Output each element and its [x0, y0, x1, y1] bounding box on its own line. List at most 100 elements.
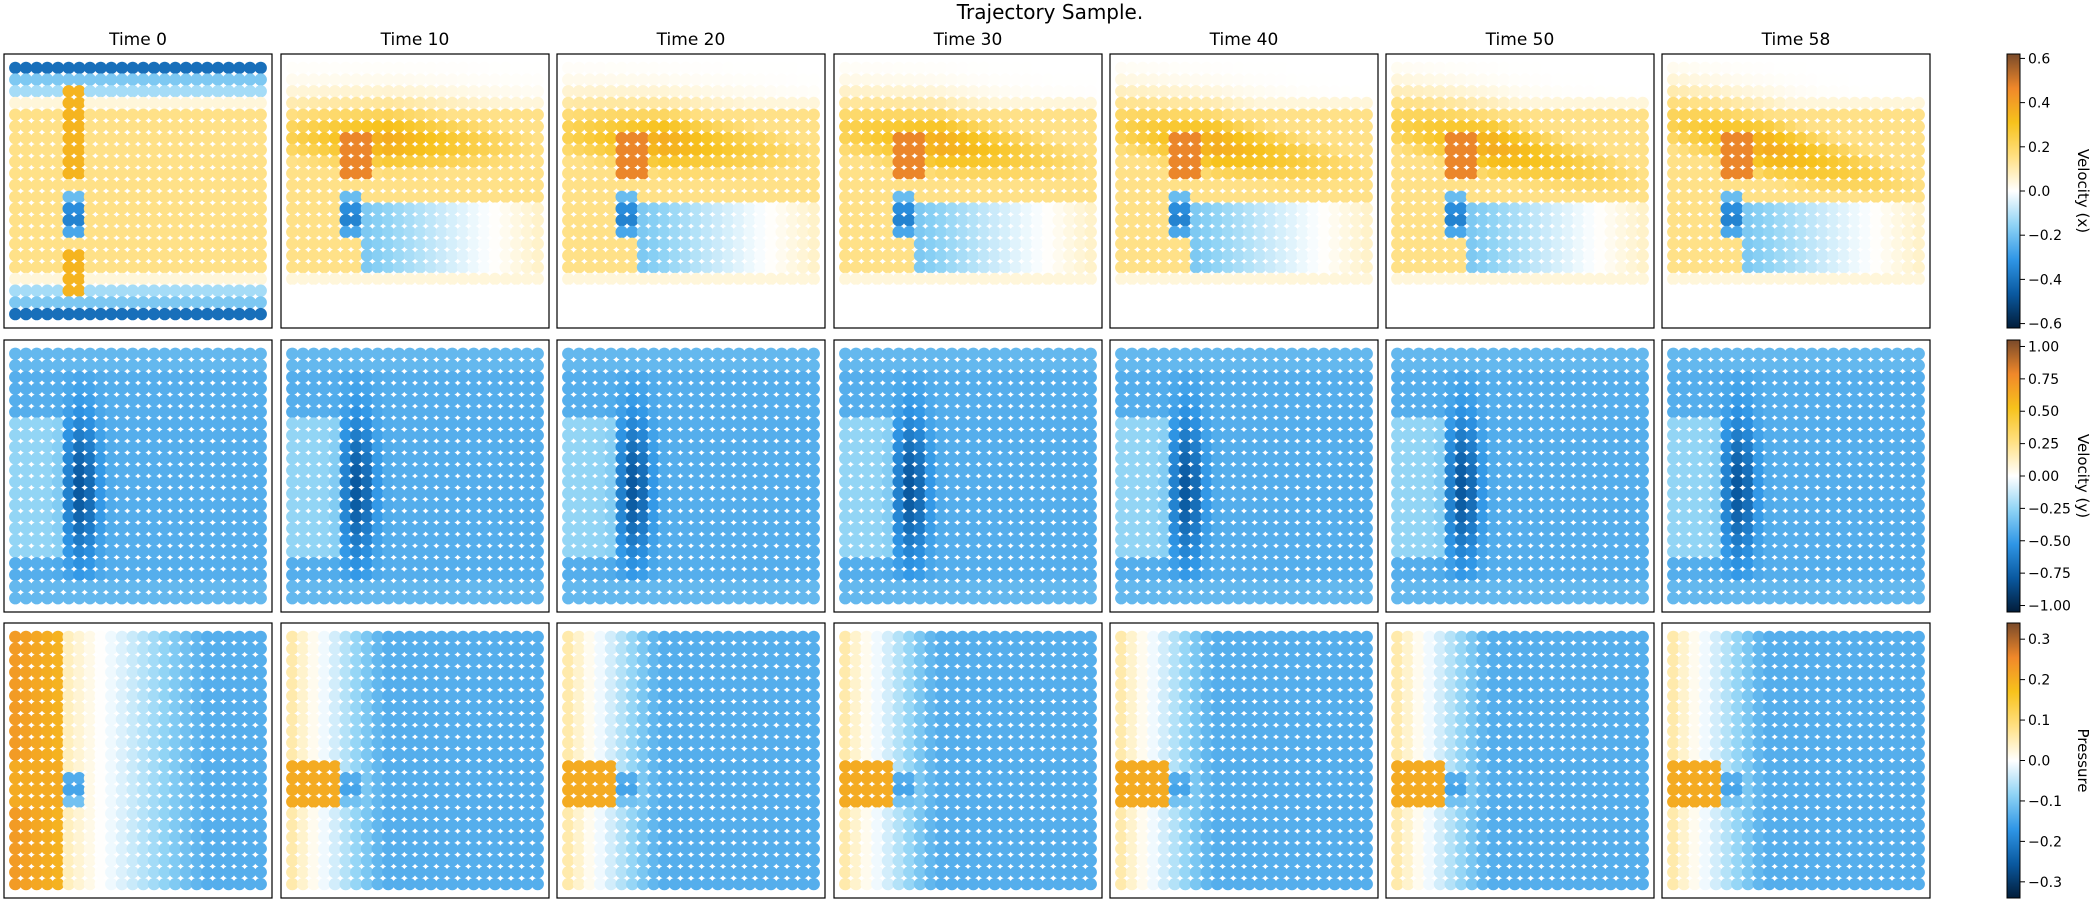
- scatter-point: [604, 359, 618, 372]
- scatter-point: [977, 261, 991, 274]
- scatter-point: [807, 61, 820, 75]
- scatter-point: [201, 487, 214, 500]
- scatter-point: [1168, 73, 1181, 86]
- scatter-point: [1827, 96, 1840, 110]
- scatter-point: [328, 237, 342, 250]
- scatter-point: [967, 214, 980, 227]
- scatter-point: [435, 452, 448, 465]
- scatter-point: [201, 464, 214, 477]
- scatter-point: [403, 347, 416, 360]
- scatter-point: [424, 370, 438, 384]
- scatter-point: [1063, 272, 1076, 286]
- scatter-point: [190, 225, 203, 239]
- scatter-point: [105, 522, 118, 535]
- scatter-point: [456, 261, 470, 274]
- scatter-point: [1529, 143, 1543, 157]
- scatter-point: [1455, 143, 1468, 157]
- scatter-point: [360, 522, 374, 535]
- scatter-point: [1391, 108, 1404, 122]
- scatter-point: [636, 284, 650, 297]
- scatter-point: [700, 85, 714, 98]
- scatter-point: [339, 347, 352, 360]
- scatter-point: [137, 202, 150, 215]
- scatter-point: [636, 307, 650, 321]
- scatter-point: [350, 120, 363, 133]
- scatter-point: [1529, 249, 1543, 262]
- scatter-point: [499, 261, 512, 274]
- scatter-point: [520, 429, 534, 442]
- scatter-point: [51, 440, 65, 454]
- scatter-point: [1136, 249, 1149, 262]
- scatter-point: [700, 155, 714, 168]
- scatter-point: [531, 498, 544, 512]
- scatter-point: [615, 61, 628, 75]
- scatter-point: [424, 167, 438, 180]
- scatter-point: [371, 202, 384, 215]
- scatter-point: [1720, 132, 1733, 145]
- scatter-point: [179, 73, 193, 86]
- scatter-point: [860, 307, 873, 321]
- scatter-point: [286, 464, 299, 477]
- scatter-point: [1031, 61, 1044, 75]
- scatter-point: [1136, 307, 1149, 321]
- scatter-point: [1636, 167, 1649, 180]
- scatter-point: [1636, 96, 1649, 110]
- scatter-point: [41, 284, 54, 297]
- scatter-point: [467, 370, 480, 384]
- scatter-point: [1020, 190, 1033, 204]
- scatter-point: [446, 347, 459, 360]
- scatter-point: [1433, 73, 1447, 86]
- scatter-point: [1615, 214, 1628, 227]
- scatter-point: [1827, 108, 1840, 122]
- scatter-point: [339, 580, 352, 593]
- scatter-point: [30, 498, 43, 512]
- scatter-point: [424, 464, 438, 477]
- scatter-point: [1200, 284, 1213, 297]
- scatter-point: [73, 249, 86, 262]
- scatter-point: [1401, 143, 1415, 157]
- scatter-point: [892, 307, 905, 321]
- scatter-point: [1423, 73, 1436, 86]
- scatter-point: [1615, 237, 1628, 250]
- scatter-point: [137, 533, 150, 547]
- scatter-point: [1752, 85, 1765, 98]
- scatter-point: [1476, 296, 1489, 309]
- scatter-point: [1084, 225, 1097, 239]
- scatter-point: [1869, 284, 1883, 297]
- scatter-point: [1009, 155, 1023, 168]
- scatter-point: [1604, 272, 1617, 286]
- scatter-point: [201, 498, 214, 512]
- scatter-point: [94, 155, 107, 168]
- scatter-point: [658, 73, 671, 86]
- scatter-point: [1741, 190, 1755, 204]
- scatter-point: [446, 167, 459, 180]
- scatter-point: [1529, 237, 1543, 250]
- scatter-point: [700, 96, 714, 110]
- scatter-point: [233, 178, 246, 192]
- scatter-point: [1912, 261, 1925, 274]
- scatter-point: [700, 73, 714, 86]
- scatter-point: [945, 214, 959, 227]
- scatter-point: [775, 132, 788, 145]
- scatter-point: [328, 417, 342, 430]
- scatter-point: [73, 370, 86, 384]
- scatter-point: [1243, 225, 1256, 239]
- scatter-point: [9, 487, 22, 500]
- scatter-point: [913, 167, 927, 180]
- scatter-point: [94, 522, 107, 535]
- scatter-point: [350, 155, 363, 168]
- scatter-point: [956, 261, 969, 274]
- scatter-point: [446, 452, 459, 465]
- scatter-point: [1816, 307, 1829, 321]
- scatter-point: [1455, 272, 1468, 286]
- scatter-point: [1848, 272, 1861, 286]
- scatter-point: [999, 272, 1012, 286]
- scatter-point: [1583, 108, 1596, 122]
- scatter-point: [446, 85, 459, 98]
- scatter-point: [636, 73, 650, 86]
- scatter-point: [1816, 284, 1829, 297]
- scatter-point: [41, 225, 54, 239]
- scatter-point: [1625, 178, 1639, 192]
- scatter-point: [1339, 85, 1352, 98]
- scatter-point: [1253, 296, 1267, 309]
